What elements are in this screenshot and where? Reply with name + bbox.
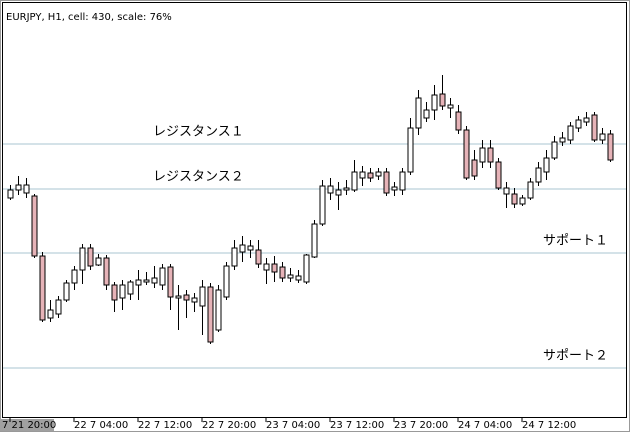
candle-body [255, 249, 262, 265]
candle-body [287, 274, 294, 279]
candle-body [575, 119, 582, 129]
candle-body [399, 171, 406, 191]
candle-body [191, 297, 198, 303]
candle-body [559, 137, 566, 143]
candle-body [159, 267, 166, 286]
candle-body [503, 187, 510, 195]
candle-body [295, 275, 302, 281]
candle-body [543, 157, 550, 173]
candle-body [71, 269, 78, 284]
x-tick-label: 22 7 20:00 [202, 420, 256, 431]
candle-body [359, 171, 366, 179]
candle-body [455, 111, 462, 131]
candle-body [151, 277, 158, 284]
x-tick-label: 24 7 12:00 [522, 420, 576, 431]
candle-body [135, 279, 142, 286]
candle-body [487, 147, 494, 163]
candle-body [551, 141, 558, 159]
candle-body [311, 223, 318, 258]
candle-body [79, 247, 86, 271]
candle-body [511, 193, 518, 205]
candle-body [303, 254, 310, 283]
candle-body [583, 117, 590, 123]
candle-body [87, 247, 94, 267]
candle-body [7, 189, 14, 199]
candle-body [39, 255, 46, 321]
candle-body [119, 284, 126, 299]
candle-body [199, 286, 206, 307]
candle-body [423, 109, 430, 119]
candle-body [223, 265, 230, 298]
candle-body [383, 171, 390, 194]
candle-body [463, 129, 470, 179]
candle-body [127, 281, 134, 295]
candle-body [63, 282, 70, 301]
candle-body [143, 279, 150, 283]
candle-body [335, 189, 342, 196]
plot-frame [2, 2, 627, 418]
candle-body [15, 184, 22, 191]
candle-body [439, 93, 446, 107]
candle-body [567, 125, 574, 141]
candle-body [447, 104, 454, 109]
candle-body [431, 94, 438, 111]
candle-body [47, 309, 54, 319]
x-tick-label: 22 7 12:00 [138, 420, 192, 431]
candle-body [247, 245, 254, 251]
candle-body [111, 284, 118, 301]
candle-body [215, 289, 222, 331]
candle-body [415, 97, 422, 129]
level-label: レジスタンス２ [153, 170, 244, 185]
candle-body [319, 185, 326, 225]
candle-body [327, 185, 334, 194]
candle-body [407, 127, 414, 173]
candle-body [231, 247, 238, 267]
candle-body [599, 133, 606, 141]
x-tick-label: 23 7 04:00 [266, 420, 320, 431]
candle-body [167, 266, 174, 298]
level-label: サポート２ [543, 349, 608, 364]
candle-body [535, 167, 542, 183]
candle-body [479, 147, 486, 163]
x-tick-label: 23 7 20:00 [394, 420, 448, 431]
candle-body [279, 266, 286, 279]
candle-body [351, 171, 358, 191]
level-label: サポート１ [543, 234, 608, 249]
candle-body [271, 263, 278, 273]
candle-body [591, 114, 598, 141]
candle-body [519, 197, 526, 205]
candle-body [375, 171, 382, 177]
x-tick-label: 7 21 20:00 [2, 420, 56, 431]
x-tick-label: 22 7 04:00 [74, 420, 128, 431]
candle-body [263, 263, 270, 271]
x-tick-label: 23 7 12:00 [330, 420, 384, 431]
chart-title: EURJPY, H1, cell: 430, scale: 76% [6, 12, 172, 23]
candle-body [207, 286, 214, 343]
candle-body [95, 257, 102, 266]
candle-body [343, 187, 350, 191]
candle-body [471, 159, 478, 177]
cursor-label-bg [0, 419, 54, 431]
candle-body [175, 295, 182, 299]
candle-body [31, 195, 38, 257]
candle-body [55, 299, 62, 315]
candle-body [607, 133, 614, 161]
candle-body [183, 294, 190, 301]
x-tick-label: 24 7 04:00 [458, 420, 512, 431]
candle-body [495, 161, 502, 189]
candle-body [103, 257, 110, 286]
candle-body [23, 184, 30, 194]
candle-body [367, 172, 374, 179]
candle-body [239, 244, 246, 253]
candle-body [527, 181, 534, 199]
level-label: レジスタンス１ [153, 125, 244, 140]
candle-body [391, 186, 398, 191]
